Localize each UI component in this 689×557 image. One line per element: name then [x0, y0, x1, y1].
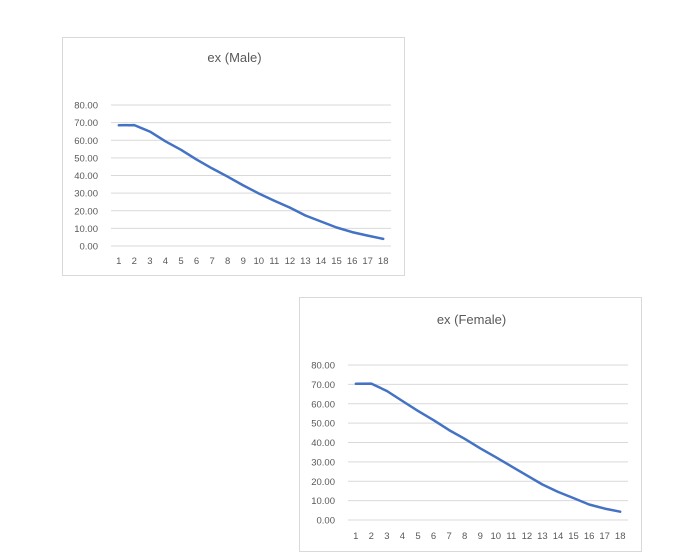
x-tick-label-male: 11: [269, 256, 279, 267]
chart-title-male: ex (Male): [207, 50, 261, 65]
y-tick-label-male: 50.00: [74, 153, 98, 164]
y-tick-label-male: 40.00: [74, 171, 98, 182]
x-tick-label-female: 12: [522, 531, 533, 542]
x-tick-label-female: 8: [462, 531, 467, 542]
x-tick-label-female: 9: [478, 531, 483, 542]
y-tick-label-female: 50.00: [311, 419, 335, 430]
x-tick-label-female: 10: [490, 531, 501, 542]
y-tick-label-female: 70.00: [311, 380, 335, 391]
y-tick-label-male: 70.00: [74, 118, 98, 129]
y-tick-label-female: 40.00: [311, 438, 335, 449]
x-tick-label-male: 14: [316, 256, 327, 267]
x-tick-label-female: 15: [568, 531, 579, 542]
x-tick-label-female: 1: [353, 531, 358, 542]
x-tick-label-female: 14: [553, 531, 564, 542]
chart-male-svg: ex (Male) 0.00 10.00 20.00 30.00 40.00 50.00 60…: [74, 50, 391, 267]
x-tick-label-male: 13: [300, 256, 311, 267]
x-tick-label-male: 1: [116, 256, 121, 267]
x-tick-label-male: 5: [178, 256, 183, 267]
y-tick-label-male: 0.00: [80, 242, 99, 253]
x-tick-label-female: 18: [615, 531, 626, 542]
x-tick-label-female: 7: [446, 531, 451, 542]
x-tick-label-male: 10: [253, 256, 264, 267]
x-tick-label-female: 16: [584, 531, 595, 542]
y-tick-label-female: 10.00: [311, 496, 335, 507]
x-tick-label-female: 3: [384, 531, 389, 542]
chart-female-svg: ex (Female) 0.00 10.00 20.00 30.00 40.00 50.00…: [311, 312, 628, 542]
y-tick-label-female: 20.00: [311, 477, 335, 488]
y-tick-label-male: 80.00: [74, 101, 98, 112]
x-tick-label-male: 12: [285, 256, 296, 267]
chart-male: ex (Male) 0.00 10.00 20.00 30.00 40.00 50.00 60…: [62, 37, 405, 276]
x-tick-label-male: 7: [209, 256, 214, 267]
y-tick-label-female: 80.00: [311, 361, 335, 372]
x-tick-label-female: 13: [537, 531, 548, 542]
x-tick-label-male: 4: [163, 256, 168, 267]
x-tick-label-male: 15: [331, 256, 342, 267]
x-tick-label-female: 11: [506, 531, 516, 542]
x-tick-label-male: 9: [241, 256, 246, 267]
x-tick-label-male: 17: [362, 256, 373, 267]
x-tick-label-male: 8: [225, 256, 230, 267]
y-tick-label-female: 0.00: [317, 516, 336, 527]
y-tick-label-male: 30.00: [74, 189, 98, 200]
y-tick-label-female: 30.00: [311, 457, 335, 468]
x-tick-label-female: 4: [400, 531, 405, 542]
series-line-female: [354, 382, 622, 513]
x-tick-label-female: 5: [415, 531, 420, 542]
x-tick-label-male: 16: [347, 256, 358, 267]
x-tick-label-female: 17: [599, 531, 610, 542]
chart-title-female: ex (Female): [437, 312, 506, 327]
chart-female: ex (Female) 0.00 10.00 20.00 30.00 40.00 50.00…: [299, 297, 642, 552]
x-tick-label-female: 2: [369, 531, 374, 542]
y-tick-label-male: 10.00: [74, 224, 98, 235]
x-tick-label-male: 18: [378, 256, 389, 267]
y-tick-label-male: 60.00: [74, 136, 98, 147]
x-tick-label-male: 2: [132, 256, 137, 267]
x-tick-label-male: 6: [194, 256, 199, 267]
x-tick-label-male: 3: [147, 256, 152, 267]
y-tick-label-female: 60.00: [311, 399, 335, 410]
x-tick-label-female: 6: [431, 531, 436, 542]
series-line-male: [117, 123, 385, 241]
y-tick-label-male: 20.00: [74, 206, 98, 217]
